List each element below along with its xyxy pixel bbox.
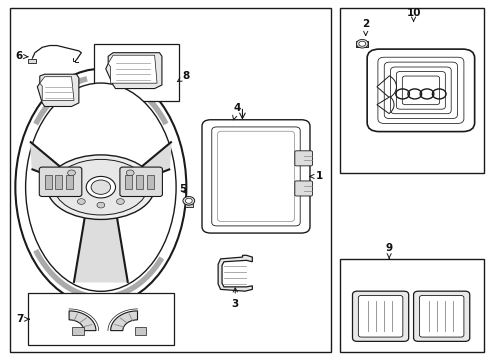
FancyBboxPatch shape xyxy=(358,296,403,337)
FancyBboxPatch shape xyxy=(295,151,313,166)
FancyBboxPatch shape xyxy=(120,167,162,197)
Bar xyxy=(135,327,147,335)
Bar xyxy=(356,41,368,47)
Circle shape xyxy=(356,40,368,48)
Text: 8: 8 xyxy=(177,71,190,82)
Circle shape xyxy=(117,199,124,204)
Circle shape xyxy=(97,202,105,208)
Bar xyxy=(185,203,193,207)
FancyBboxPatch shape xyxy=(202,120,310,233)
Polygon shape xyxy=(31,142,84,189)
Bar xyxy=(55,175,62,189)
Text: 1: 1 xyxy=(310,171,323,181)
Ellipse shape xyxy=(47,155,155,220)
Circle shape xyxy=(183,197,195,205)
Circle shape xyxy=(91,180,111,194)
Bar xyxy=(147,175,154,189)
Polygon shape xyxy=(118,142,171,189)
Circle shape xyxy=(126,170,134,176)
Text: 4: 4 xyxy=(233,103,241,120)
FancyBboxPatch shape xyxy=(218,131,294,222)
Ellipse shape xyxy=(25,83,176,291)
Bar xyxy=(27,59,36,63)
Wedge shape xyxy=(377,76,396,98)
FancyBboxPatch shape xyxy=(367,49,475,132)
Bar xyxy=(136,175,143,189)
Text: 5: 5 xyxy=(179,184,186,194)
Bar xyxy=(125,175,132,189)
Ellipse shape xyxy=(15,69,186,306)
Circle shape xyxy=(359,41,366,46)
Bar xyxy=(340,259,485,352)
Bar xyxy=(27,293,174,345)
Text: 7: 7 xyxy=(17,314,29,324)
Polygon shape xyxy=(111,311,138,330)
Polygon shape xyxy=(49,248,153,282)
Polygon shape xyxy=(37,74,79,107)
Circle shape xyxy=(77,199,85,204)
Text: 2: 2 xyxy=(362,19,369,36)
Text: 9: 9 xyxy=(386,243,392,259)
Text: 6: 6 xyxy=(15,51,28,61)
Polygon shape xyxy=(106,53,162,89)
Polygon shape xyxy=(108,55,157,83)
Bar xyxy=(94,44,179,101)
Text: 3: 3 xyxy=(232,288,239,309)
FancyBboxPatch shape xyxy=(212,127,300,226)
Bar xyxy=(10,8,331,352)
FancyBboxPatch shape xyxy=(295,181,313,196)
Bar xyxy=(66,175,73,189)
FancyBboxPatch shape xyxy=(414,291,470,341)
Circle shape xyxy=(68,170,75,176)
Polygon shape xyxy=(40,77,74,100)
FancyBboxPatch shape xyxy=(39,167,82,197)
Circle shape xyxy=(185,198,192,203)
Polygon shape xyxy=(69,311,96,330)
FancyBboxPatch shape xyxy=(352,291,409,341)
Polygon shape xyxy=(218,255,252,291)
Text: 10: 10 xyxy=(406,8,421,21)
Circle shape xyxy=(86,176,116,198)
Bar xyxy=(340,8,485,173)
Polygon shape xyxy=(74,209,128,282)
FancyBboxPatch shape xyxy=(419,296,464,337)
Bar xyxy=(45,175,51,189)
Wedge shape xyxy=(377,96,394,113)
Bar xyxy=(72,327,84,335)
Ellipse shape xyxy=(54,159,147,215)
